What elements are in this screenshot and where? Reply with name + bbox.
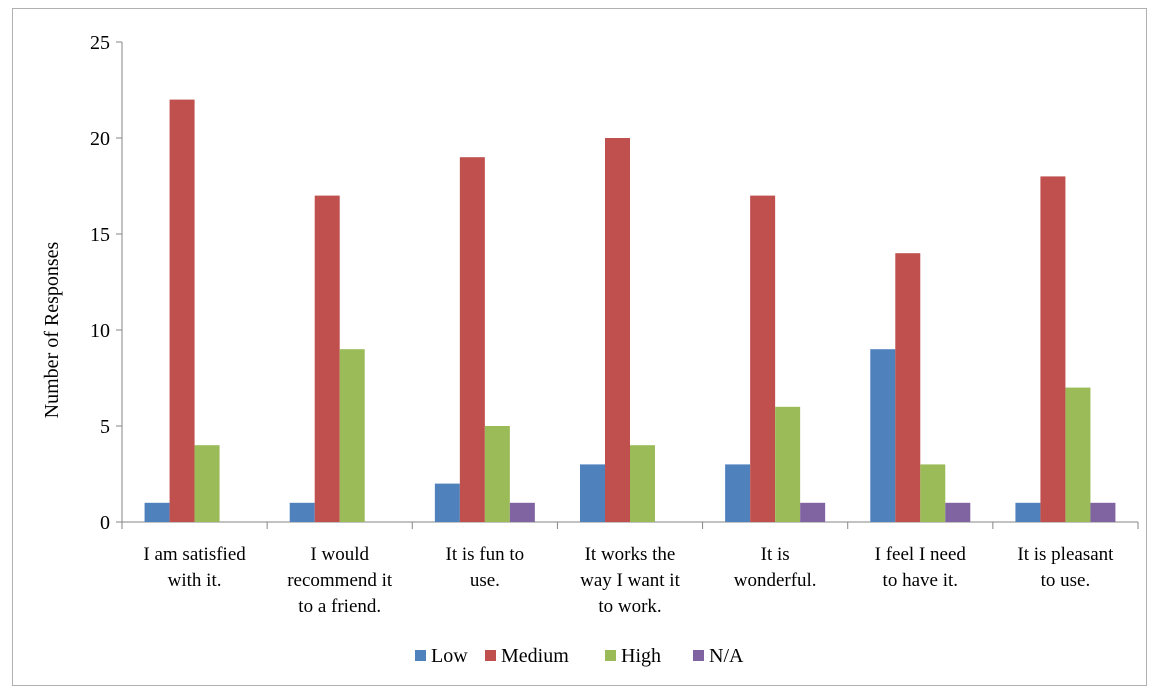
legend-swatch xyxy=(693,650,704,661)
category-label: It is pleasant to use. xyxy=(1017,544,1114,591)
chart-frame xyxy=(12,8,1147,686)
category-label: It works the way I want it to work. xyxy=(580,544,680,617)
legend-label: High xyxy=(621,645,661,667)
legend-swatch xyxy=(415,650,426,661)
y-tick-label: 15 xyxy=(90,224,110,246)
bar-medium xyxy=(605,138,630,522)
bar-high xyxy=(484,426,510,522)
bar-low xyxy=(144,502,170,522)
category-label: It is wonderful. xyxy=(734,544,817,591)
bar-medium xyxy=(169,99,195,522)
bar-low xyxy=(1015,502,1041,522)
bars xyxy=(144,99,1116,522)
category-label: I feel I need to have it. xyxy=(875,544,967,591)
y-tick-label: 20 xyxy=(90,128,110,150)
bar-low xyxy=(725,464,751,522)
legend-label: Medium xyxy=(501,645,569,667)
bar-low xyxy=(289,502,315,522)
category-label: It is fun to use. xyxy=(446,544,525,591)
y-tick-labels: 0 5 10 15 20 25 xyxy=(90,32,110,534)
bar-high xyxy=(630,445,655,522)
y-tick-label: 0 xyxy=(100,512,110,534)
bar-low xyxy=(580,464,605,522)
y-tick-label: 10 xyxy=(90,320,110,342)
y-axis-label: Number of Responses xyxy=(41,241,63,418)
bar-n-a xyxy=(509,502,535,522)
bar-n-a xyxy=(1090,502,1116,522)
legend: Low Medium High N/A xyxy=(415,645,744,667)
y-tick-label: 5 xyxy=(100,416,110,438)
bar-low xyxy=(434,483,460,522)
bar-medium xyxy=(895,253,921,522)
bar-high xyxy=(194,445,220,522)
bar-high xyxy=(775,406,801,522)
bar-low xyxy=(870,349,896,522)
category-label: I am satisfied with it. xyxy=(143,544,246,591)
bar-n-a xyxy=(800,502,826,522)
bar-high xyxy=(339,349,365,522)
bar-high xyxy=(920,464,946,522)
bar-medium xyxy=(1040,176,1066,522)
category-labels: I am satisfied with it. I would recommend i… xyxy=(143,544,1114,617)
legend-swatch xyxy=(605,650,616,661)
legend-label: Low xyxy=(431,645,468,667)
legend-label: N/A xyxy=(709,645,744,667)
bar-n-a xyxy=(945,502,971,522)
bar-medium xyxy=(314,195,340,522)
bar-medium xyxy=(750,195,776,522)
bar-medium xyxy=(459,157,485,522)
y-tick-label: 25 xyxy=(90,32,110,54)
legend-swatch xyxy=(485,650,496,661)
category-label: I would recommend it to a friend. xyxy=(287,544,393,617)
bar-high xyxy=(1065,387,1091,522)
